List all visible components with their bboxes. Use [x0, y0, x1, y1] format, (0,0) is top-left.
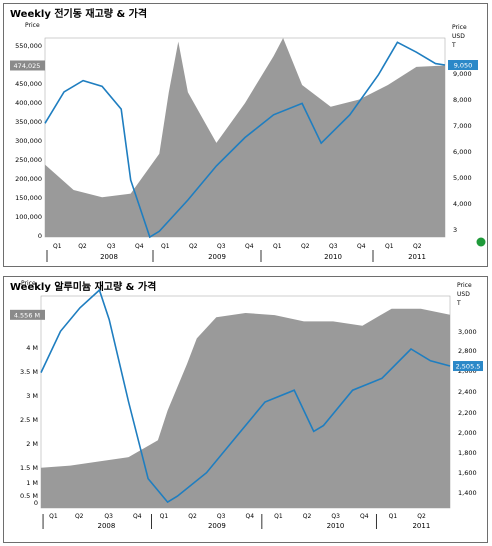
inventory-marker-label-1: 474,025 [14, 62, 41, 70]
price-marker-label-2: 2,505.5 [456, 363, 481, 371]
quarter-label: Q4 [357, 243, 366, 250]
quarter-label: Q3 [104, 513, 113, 520]
quarter-label: Q2 [417, 513, 426, 520]
quarter-label: Q3 [329, 243, 338, 250]
quarter-label: Q1 [161, 243, 170, 250]
quarter-label: Q4 [133, 513, 142, 520]
year-label: 2011 [408, 253, 426, 261]
right-tick-label: 1,800 [458, 449, 477, 457]
left-tick-label: 250,000 [15, 156, 42, 164]
left-tick-label: 450,000 [15, 80, 42, 88]
right-tick-label: 5,000 [453, 174, 472, 182]
quarter-label: Q1 [53, 243, 62, 250]
year-label: 2008 [98, 522, 116, 530]
left-tick-label: 300,000 [15, 137, 42, 145]
quarter-label: Q4 [245, 243, 254, 250]
inventory-marker-label-2: 4.556 M [14, 311, 40, 319]
quarter-label: Q3 [217, 513, 226, 520]
left-tick-label: 0 [38, 232, 42, 240]
quarter-label: Q4 [246, 513, 255, 520]
left-tick-label: 350,000 [15, 118, 42, 126]
price-marker-box-1 [448, 60, 478, 71]
inventory-marker-box-1 [10, 60, 45, 71]
quarter-label: Q2 [303, 513, 312, 520]
chart-title-1: Weekly 전기동 재고량 & 가격 [10, 7, 147, 20]
price-line-2 [40, 288, 451, 504]
left-tick-label: 4 M [26, 344, 38, 352]
quarter-label: Q1 [389, 513, 398, 520]
right-tick-label: 9,000 [453, 70, 472, 78]
left-tick-label: 400,000 [15, 99, 42, 107]
quarter-label: Q3 [217, 243, 226, 250]
right-tick-label: 1,600 [458, 469, 477, 477]
right-tick-label: 2,800 [458, 347, 477, 355]
quarter-label: Q2 [188, 513, 197, 520]
quarter-label: Q2 [413, 243, 422, 250]
price-marker-box-2 [453, 361, 483, 372]
quarter-label: Q4 [360, 513, 369, 520]
right-tick-label: 8,000 [453, 96, 472, 104]
right-tick-label: 6,000 [453, 148, 472, 156]
quarter-label: Q3 [331, 513, 340, 520]
left-tick-label: 550,000 [15, 42, 42, 50]
right-axis-label-1: T [451, 42, 456, 49]
year-label: 2009 [208, 253, 226, 261]
left-tick-label: 150,000 [15, 194, 42, 202]
quarter-label: Q1 [160, 513, 169, 520]
price-line-1 [44, 41, 446, 239]
left-tick-label: 3.5 M [20, 368, 38, 376]
year-label: 2008 [100, 253, 118, 261]
right-tick-label: 3,000 [458, 328, 477, 336]
left-tick-label: 1.5 M [20, 464, 38, 472]
right-tick-label: 2,400 [458, 388, 477, 396]
right-tick-label: 2,000 [458, 429, 477, 437]
chart-title-2: Weekly 알루미늄 재고량 & 가격 [10, 280, 156, 293]
right-axis-label-1: Price [452, 24, 467, 31]
right-tick-label: 2,200 [458, 409, 477, 417]
left-axis-label-2: Price [21, 280, 36, 287]
year-label: 2009 [208, 522, 226, 530]
quarter-label: Q4 [135, 243, 144, 250]
left-tick-label: 0 [34, 499, 38, 507]
quarter-label: Q1 [385, 243, 394, 250]
status-dot [476, 237, 486, 247]
quarter-label: Q1 [273, 243, 282, 250]
year-label: 2010 [327, 522, 345, 530]
left-axis-label-1: Price [25, 22, 40, 29]
quarter-label: Q3 [107, 243, 116, 250]
year-label: 2011 [412, 522, 430, 530]
quarter-label: Q1 [274, 513, 283, 520]
right-axis-label-2: USD [457, 291, 470, 298]
left-tick-label: 0.5 M [20, 492, 38, 500]
right-axis-label-1: USD [452, 33, 465, 40]
left-tick-label: 2 M [26, 440, 38, 448]
right-axis-label-2: Price [457, 282, 472, 289]
right-tick-label: 3 [453, 226, 457, 234]
quarter-label: Q2 [189, 243, 198, 250]
left-tick-label: 2.5 M [20, 416, 38, 424]
quarter-label: Q2 [75, 513, 84, 520]
inventory-marker-box-2 [10, 309, 45, 320]
quarter-label: Q2 [301, 243, 310, 250]
year-label: 2010 [324, 253, 342, 261]
left-tick-label: 3 M [26, 392, 38, 400]
price-marker-label-1: 9,050 [454, 62, 473, 70]
right-tick-label: 7,000 [453, 122, 472, 130]
quarter-label: Q2 [78, 243, 87, 250]
right-tick-label: 4,000 [453, 200, 472, 208]
right-tick-label: 1,400 [458, 489, 477, 497]
left-tick-label: 200,000 [15, 175, 42, 183]
right-axis-label-2: T [456, 300, 461, 307]
left-tick-label: 100,000 [15, 213, 42, 221]
left-tick-label: 1 M [26, 479, 38, 487]
quarter-label: Q1 [49, 513, 58, 520]
